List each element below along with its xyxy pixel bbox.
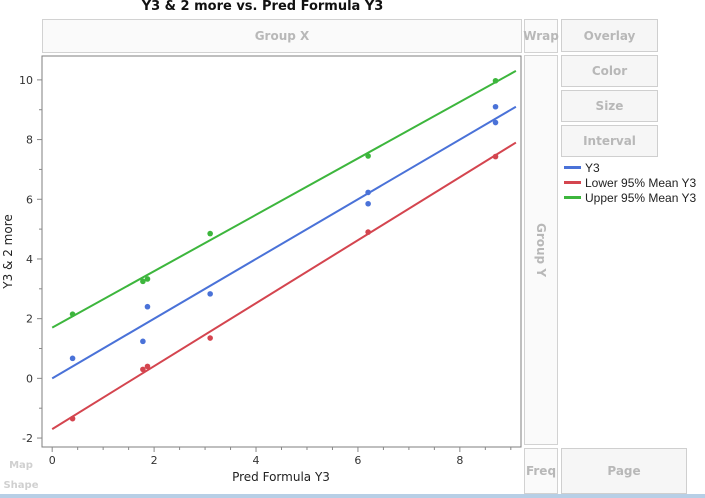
freq-label: Freq [525, 464, 557, 478]
chart-title: Y3 & 2 more vs. Pred Formula Y3 [141, 0, 384, 14]
legend-swatch-lower [564, 181, 581, 184]
x-tick-label: 6 [354, 454, 361, 467]
size-zone[interactable]: Size [561, 90, 658, 122]
y-tick-label: 8 [26, 134, 33, 147]
data-point-series-2 [207, 230, 213, 237]
data-point-series-0 [365, 189, 371, 196]
map-shape-label-line1: Map [9, 460, 33, 471]
freq-zone[interactable]: Freq [524, 448, 558, 494]
data-point-series-2 [140, 278, 146, 285]
map-shape-label-line2: Shape [3, 480, 39, 491]
fit-line-series-2 [51, 70, 517, 329]
color-label: Color [591, 64, 628, 78]
bottom-border [0, 494, 705, 498]
data-point-series-0 [492, 103, 499, 110]
y-tick-label: 4 [26, 253, 33, 266]
data-point-series-1 [69, 415, 76, 422]
interval-label: Interval [583, 134, 636, 148]
y-tick-label: 10 [19, 74, 33, 87]
x-tick-label: 0 [49, 454, 56, 467]
interval-zone[interactable]: Interval [561, 125, 658, 157]
legend-label-upper: Upper 95% Mean Y3 [585, 190, 697, 205]
data-point-series-1 [492, 153, 499, 160]
page-zone[interactable]: Page [561, 448, 687, 494]
data-point-series-2 [365, 153, 371, 159]
y-tick-label: 2 [26, 313, 33, 326]
data-point-series-2 [492, 77, 499, 84]
data-point-series-0 [144, 303, 151, 310]
x-axis-title: Pred Formula Y3 [232, 470, 330, 484]
legend-label-lower: Lower 95% Mean Y3 [585, 175, 697, 190]
data-point-series-2 [69, 311, 76, 317]
data-point-series-1 [140, 366, 146, 373]
page-label: Page [607, 464, 641, 478]
fit-line-series-0 [51, 105, 517, 380]
group-x-label: Group X [254, 29, 310, 43]
overlay-label: Overlay [583, 28, 636, 43]
data-point-series-0 [492, 119, 499, 126]
data-point-series-1 [365, 229, 371, 235]
data-point-series-0 [69, 355, 76, 362]
y-tick-label: 0 [26, 372, 33, 385]
data-point-series-0 [207, 291, 213, 297]
y-axis-title: Y3 & 2 more [1, 214, 15, 289]
overlay-zone[interactable]: Overlay [561, 19, 658, 52]
y-tick-label: -2 [22, 432, 33, 445]
legend-label-y3: Y3 [585, 160, 600, 175]
plot-frame [41, 55, 522, 448]
legend-swatch-y3 [564, 166, 581, 169]
size-label: Size [595, 99, 624, 113]
x-tick-label: 8 [456, 454, 463, 467]
group-x-zone[interactable]: Group X [42, 19, 522, 53]
data-point-series-0 [365, 200, 371, 207]
legend: Y3 Lower 95% Mean Y3 Upper 95% Mean Y3 [564, 160, 696, 205]
legend-item-y3[interactable]: Y3 [564, 160, 696, 175]
wrap-label: Wrap [523, 29, 559, 43]
y-tick-label: 6 [26, 193, 33, 206]
legend-swatch-upper [564, 196, 581, 199]
legend-item-lower[interactable]: Lower 95% Mean Y3 [564, 175, 696, 190]
data-point-series-1 [144, 363, 151, 370]
group-y-zone[interactable]: Group Y [524, 55, 558, 445]
data-point-series-1 [207, 335, 213, 341]
legend-item-upper[interactable]: Upper 95% Mean Y3 [564, 190, 696, 205]
data-point-series-0 [140, 338, 146, 345]
fit-line-series-1 [51, 141, 517, 430]
map-shape-zone[interactable]: Map Shape [0, 456, 42, 494]
wrap-zone[interactable]: Wrap [523, 19, 559, 53]
x-tick-label: 2 [151, 454, 158, 467]
color-zone[interactable]: Color [561, 55, 658, 87]
data-point-series-2 [144, 276, 151, 282]
x-tick-label: 4 [253, 454, 260, 467]
